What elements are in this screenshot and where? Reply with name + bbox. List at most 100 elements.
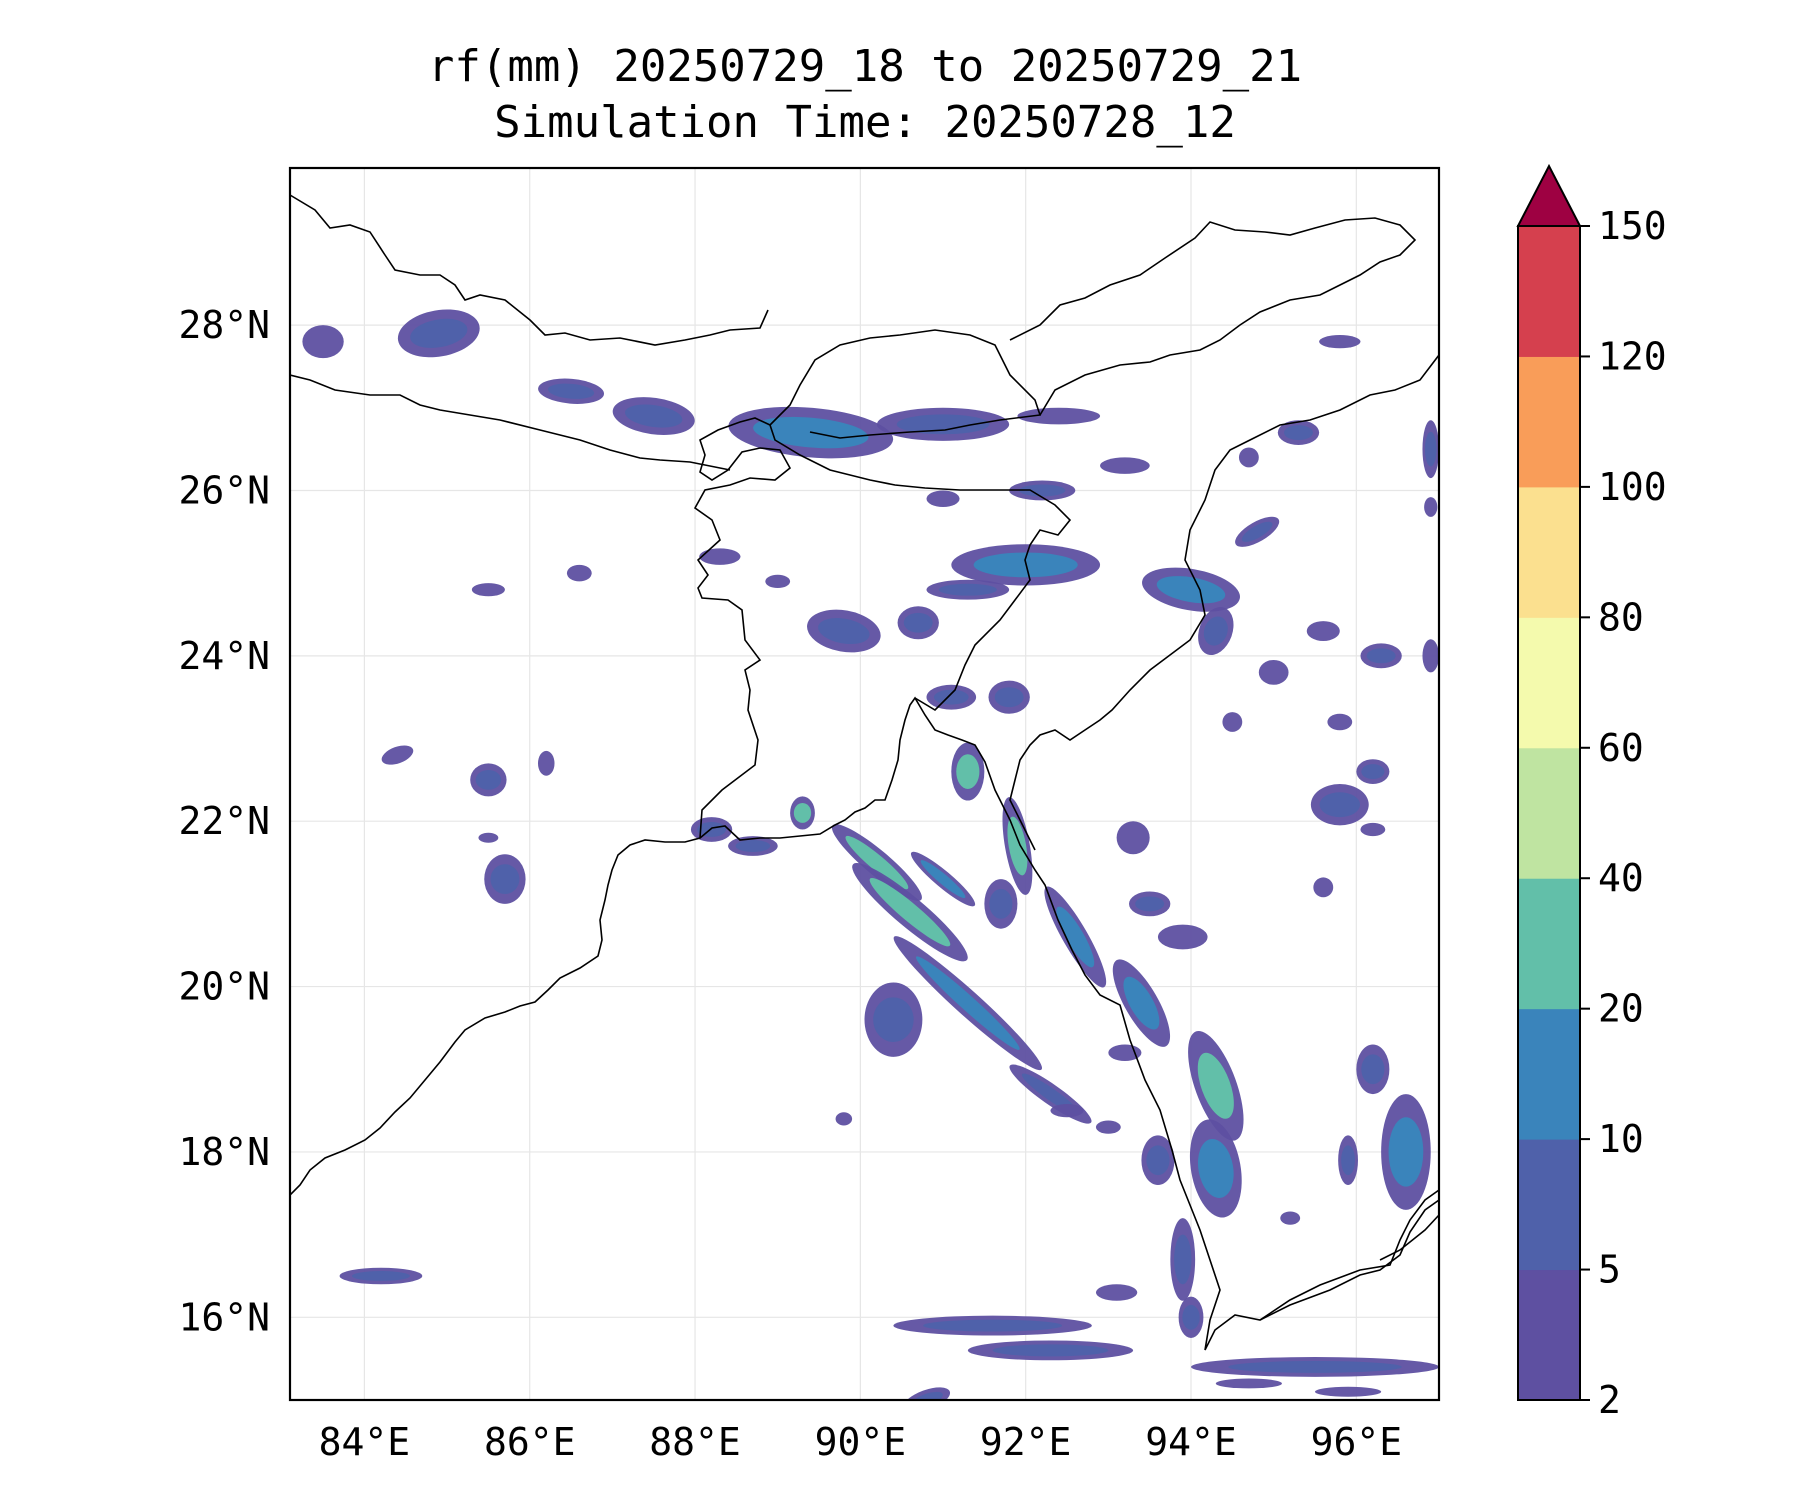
colorbar-tick-label: 40 (1598, 856, 1644, 900)
rain-cell (381, 745, 414, 765)
longitude-ticks: 84°E 86°E 88°E 90°E 92°E 94°E 96°E (319, 1420, 1402, 1464)
lat-tick-label: 24°N (178, 634, 270, 678)
rain-cell-core (869, 877, 951, 947)
colorbar: 2 5 10 20 40 60 80 100 120 150 (1516, 163, 1667, 1422)
rain-cell (1050, 1103, 1084, 1118)
coastlines-and-borders (290, 194, 1439, 1351)
rain-cell-core (873, 997, 914, 1042)
lat-tick-label: 26°N (178, 468, 270, 512)
rain-cell-core (910, 1391, 943, 1400)
rain-cell (1424, 497, 1438, 517)
rain-cell-core (625, 404, 683, 428)
colorbar-tick-label: 60 (1598, 726, 1644, 770)
rain-cell (699, 548, 741, 565)
lat-tick-label: 28°N (178, 303, 270, 347)
colorbar-segment (1518, 1008, 1580, 1140)
lat-tick-label: 16°N (178, 1295, 270, 1339)
rain-cell (1319, 335, 1361, 349)
rain-cell-core (1361, 764, 1385, 780)
lat-tick-label: 18°N (178, 1130, 270, 1174)
rain-cell-core (818, 618, 870, 645)
lon-tick-label: 84°E (319, 1420, 411, 1464)
rain-cell (471, 583, 505, 597)
rain-cell-core (845, 835, 909, 890)
colorbar-tick-label: 150 (1598, 204, 1667, 248)
rain-cell-core (1319, 792, 1361, 818)
rain-cell-core (1197, 1052, 1234, 1119)
lon-tick-label: 92°E (980, 1420, 1072, 1464)
northeast-india-border (1009, 354, 1439, 851)
lat-tick-label: 20°N (178, 965, 270, 1009)
rain-cell (537, 750, 555, 776)
colorbar-tick-label: 5 (1598, 1248, 1621, 1292)
rain-cell-core (410, 318, 468, 348)
rain-cell (1327, 713, 1353, 731)
himalayan-border-nepal (290, 194, 769, 346)
rain-cell (1315, 1386, 1382, 1397)
colorbar-tick-label: 120 (1598, 334, 1667, 378)
rain-cell-core (697, 822, 727, 837)
rain-cell (1100, 457, 1150, 474)
rain-cell-core (915, 956, 1020, 1050)
lon-tick-label: 88°E (649, 1420, 741, 1464)
rain-cell (1095, 1120, 1121, 1134)
rain-cell-core (1284, 425, 1313, 441)
rain-cell-core (920, 860, 966, 899)
colorbar-tick-label: 80 (1598, 595, 1644, 639)
colorbar-tick-label: 20 (1598, 987, 1644, 1031)
rain-cell-core (1019, 484, 1066, 497)
latitude-ticks: 16°N 18°N 20°N 22°N 24°N 26°N 28°N (178, 303, 270, 1339)
rain-cell-core (351, 1271, 410, 1281)
rain-cell-core (1056, 906, 1095, 968)
rain-cell-core (938, 583, 997, 596)
rain-cell-core (547, 383, 595, 399)
rain-cell-core (1182, 1304, 1200, 1330)
colorbar-segment (1518, 1139, 1580, 1271)
rain-cell-core (933, 689, 969, 705)
rain-cell (765, 574, 791, 589)
colorbar-extend-arrow (1516, 163, 1582, 227)
rain-cell (1360, 822, 1386, 837)
rain-cell-core (1361, 1054, 1385, 1085)
colorbar-segment (1518, 1269, 1580, 1401)
lon-tick-label: 90°E (815, 1420, 907, 1464)
rain-cell (478, 832, 499, 843)
rain-cell-core (1197, 1139, 1234, 1198)
rain-cell (566, 564, 592, 582)
rain-cell (835, 1112, 853, 1126)
rain-cell (302, 325, 344, 359)
lon-tick-label: 86°E (484, 1420, 576, 1464)
rain-cell-core (1174, 1234, 1192, 1285)
rain-cell-core (735, 840, 771, 852)
rain-cell (1017, 407, 1101, 425)
rain-cell (1222, 712, 1243, 732)
colorbar-frame (1517, 225, 1581, 1401)
colorbar-segment (1518, 878, 1580, 1010)
rain-cell-core (1424, 431, 1437, 467)
rain-cell-core (1156, 576, 1226, 604)
rain-cell (1313, 877, 1334, 898)
rain-cell-core (1007, 816, 1028, 876)
rain-cell-core (994, 687, 1024, 708)
colorbar-segment (1518, 617, 1580, 749)
colorbar-segment (1518, 356, 1580, 488)
colorbar-segment (1518, 747, 1580, 879)
rain-cell-core (1146, 1145, 1170, 1176)
lat-tick-label: 22°N (178, 799, 270, 843)
rain-cell-core (992, 1344, 1109, 1357)
rain-cell (1306, 621, 1340, 641)
rain-cell-core (1203, 616, 1228, 646)
rain-cell-core (1388, 1117, 1424, 1187)
rain-cell (1280, 1211, 1301, 1225)
rain-cell (1157, 924, 1208, 950)
rain-cell-core (1228, 1360, 1402, 1373)
rain-cell (926, 490, 960, 508)
map-title-line1: rf(mm) 20250729_18 to 20250729_21 (427, 41, 1303, 92)
rain-cell (1258, 659, 1289, 685)
rain-cell (1116, 821, 1150, 855)
rain-cell-core (1135, 896, 1165, 912)
rain-cell-core (490, 864, 520, 894)
colorbar-segment (1518, 486, 1580, 618)
